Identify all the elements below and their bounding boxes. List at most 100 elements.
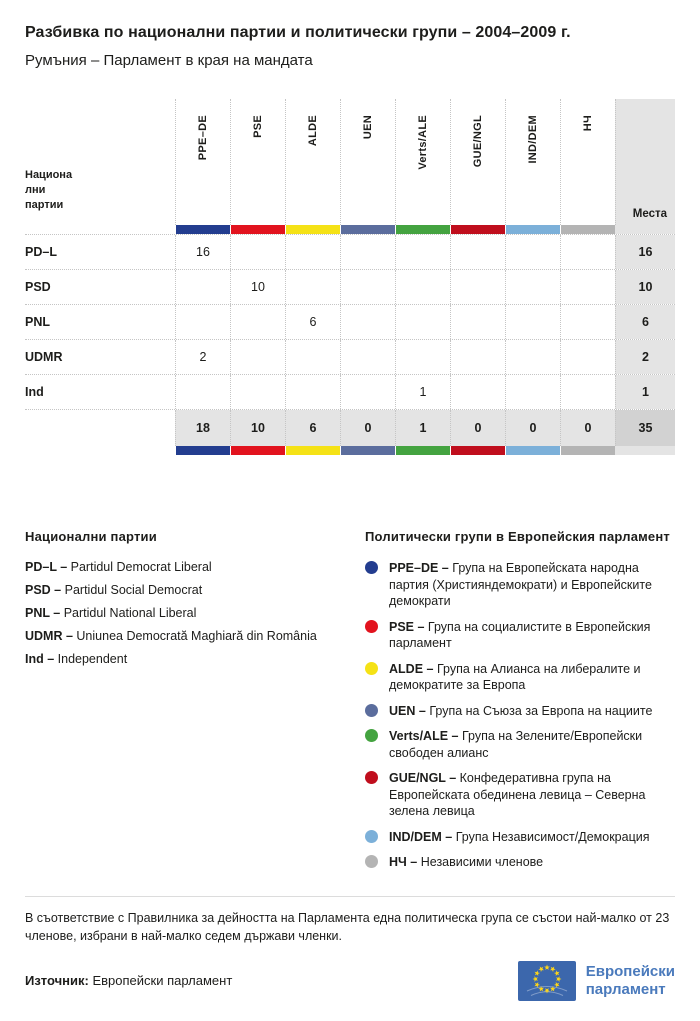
- political-groups-heading: Политически групи в Европейския парламен…: [365, 529, 670, 544]
- seat-cell: [560, 305, 615, 339]
- seat-cell: [175, 305, 230, 339]
- row-header-cell: Национа лни партии: [25, 99, 175, 225]
- nch-color-bar: [560, 446, 615, 455]
- party-legend-item: UDMR – Uniunea Democrată Maghiară din Ro…: [25, 629, 317, 643]
- ep-logo: Европейски парламент: [517, 960, 675, 1001]
- seat-cell: [175, 375, 230, 409]
- column-header-ind-dem: IND/DEM: [505, 99, 560, 225]
- seat-cell: [285, 375, 340, 409]
- nch-color-bar: [560, 225, 615, 234]
- party-legend-item: PSD – Partidul Social Democrat: [25, 583, 203, 597]
- ppe-de-color-dot: [365, 561, 378, 574]
- row-seats-total: 6: [615, 305, 675, 339]
- footer: В съответствие с Правилника за дейността…: [25, 895, 675, 1001]
- ind-dem-color-bar: [505, 225, 560, 234]
- column-header-ppe-de: PPE–DE: [175, 99, 230, 225]
- group-legend-item: IND/DEM – Група Независимост/Демокрация: [365, 829, 675, 846]
- group-legend-item: PSE – Група на социалистите в Европейски…: [365, 619, 675, 652]
- alde-color-bar: [285, 446, 340, 455]
- seats-table: Национа лни партии PPE–DE PSE ALDE UEN V…: [25, 99, 675, 455]
- seat-cell: [340, 375, 395, 409]
- group-total: 0: [505, 410, 560, 446]
- seat-cell: [230, 235, 285, 269]
- seat-cell: [175, 270, 230, 304]
- row-seats-total: 16: [615, 235, 675, 269]
- group-total: 0: [450, 410, 505, 446]
- page-subtitle: Румъния – Парламент в края на мандата: [25, 52, 313, 69]
- seat-cell: [450, 270, 505, 304]
- group-color-bar-row-bottom: [25, 446, 675, 455]
- page-title: Разбивка по национални партии и политиче…: [25, 24, 571, 41]
- seat-cell: [340, 235, 395, 269]
- seat-cell: [395, 340, 450, 374]
- seat-cell: [395, 270, 450, 304]
- seat-cell: 1: [395, 375, 450, 409]
- legends: Национални партии PD–L – Partidul Democr…: [25, 529, 675, 880]
- column-header-uen: UEN: [340, 99, 395, 225]
- ppe-de-color-bar: [175, 225, 230, 234]
- seat-cell: [505, 375, 560, 409]
- pse-color-dot: [365, 619, 378, 633]
- seat-cell: [285, 270, 340, 304]
- ind-dem-color-dot: [365, 829, 378, 843]
- column-header-gue-ngl: GUE/NGL: [450, 99, 505, 225]
- party-name: PSD: [25, 280, 51, 294]
- seat-cell: [340, 340, 395, 374]
- row-seats-total: 2: [615, 340, 675, 374]
- seat-cell: [230, 305, 285, 339]
- party-name: PD–L: [25, 245, 57, 259]
- verts-ale-color-bar: [395, 225, 450, 234]
- seat-cell: [450, 340, 505, 374]
- group-legend-item: НЧ – Независими членове: [365, 854, 675, 871]
- group-total: 18: [175, 410, 230, 446]
- seat-cell: [505, 305, 560, 339]
- seat-cell: [505, 235, 560, 269]
- alde-color-dot: [365, 661, 378, 675]
- source-line: Източник: Европейски парламент: [25, 973, 232, 988]
- gue-ngl-color-bar: [450, 225, 505, 234]
- uen-color-dot: [365, 703, 378, 717]
- gue-ngl-color-dot: [365, 771, 378, 784]
- column-header-seats: Места: [615, 99, 675, 225]
- group-legend-item: ALDE – Група на Алианса на либералите и …: [365, 661, 675, 694]
- seat-cell: 10: [230, 270, 285, 304]
- seat-cell: [560, 340, 615, 374]
- eu-flag-icon: [517, 960, 576, 1001]
- table-row-psd: PSD 10 10: [25, 269, 675, 304]
- party-name: PNL: [25, 315, 50, 329]
- seat-cell: [505, 340, 560, 374]
- seat-cell: 16: [175, 235, 230, 269]
- row-seats-total: 10: [615, 270, 675, 304]
- seat-cell: [340, 305, 395, 339]
- group-total: 0: [340, 410, 395, 446]
- seat-cell: [450, 375, 505, 409]
- group-legend-item: GUE/NGL – Конфедеративна група на Европе…: [365, 770, 675, 820]
- group-total: 6: [285, 410, 340, 446]
- table-totals-row: 18 10 6 0 1 0 0 0 35: [25, 409, 675, 446]
- pse-color-bar: [230, 225, 285, 234]
- seat-cell: [230, 340, 285, 374]
- row-seats-total: 1: [615, 375, 675, 409]
- row-header-label: Национа лни партии: [25, 169, 73, 211]
- footer-bottom: Източник: Европейски парламент: [25, 960, 675, 1001]
- group-color-bar-row-top: [25, 225, 675, 234]
- grand-total-seats: 35: [615, 410, 675, 446]
- party-legend-item: PNL – Partidul National Liberal: [25, 606, 197, 620]
- table-header-row: Национа лни партии PPE–DE PSE ALDE UEN V…: [25, 99, 675, 225]
- group-total: 0: [560, 410, 615, 446]
- table-row-udmr: UDMR 2 2: [25, 339, 675, 374]
- seat-cell: [230, 375, 285, 409]
- party-legend-item: Ind – Independent: [25, 652, 128, 666]
- table-row-ind: Ind 1 1: [25, 374, 675, 409]
- uen-color-bar: [340, 446, 395, 455]
- seat-cell: [560, 375, 615, 409]
- verts-ale-color-dot: [365, 729, 378, 742]
- party-name: Ind: [25, 385, 44, 399]
- footnote: В съответствие с Правилника за дейността…: [25, 910, 670, 943]
- group-total: 1: [395, 410, 450, 446]
- gue-ngl-color-bar: [450, 446, 505, 455]
- group-legend-item: UEN – Група на Съюза за Европа на нациит…: [365, 703, 675, 720]
- ppe-de-color-bar: [175, 446, 230, 455]
- seat-cell: 6: [285, 305, 340, 339]
